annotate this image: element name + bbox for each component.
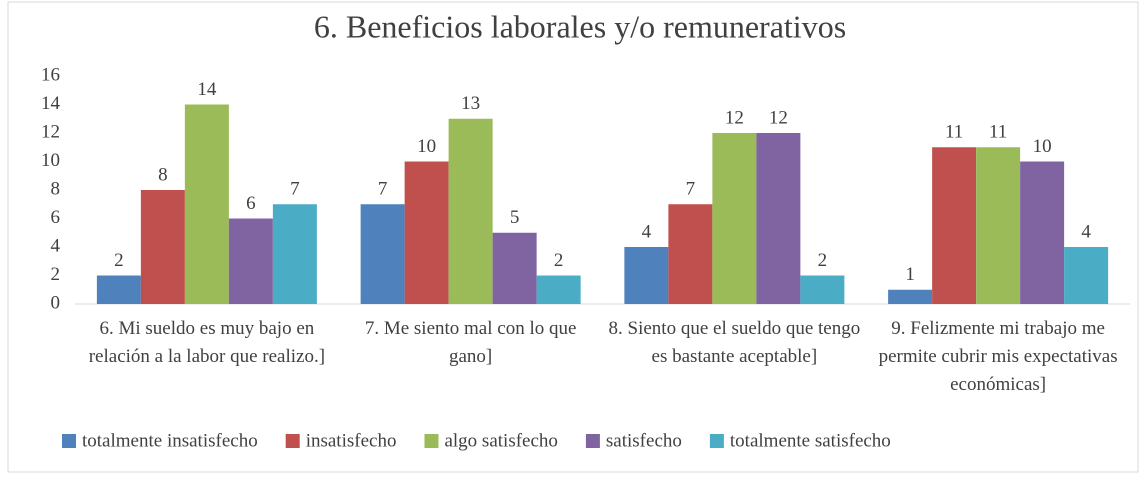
bar: [668, 204, 713, 304]
bar: [404, 161, 449, 304]
y-tick-label: 14: [41, 93, 61, 114]
bar: [624, 247, 669, 304]
bar: [932, 147, 977, 304]
data-label: 2: [114, 250, 124, 271]
chart-title: 6. Beneficios laborales y/o remunerativo…: [314, 8, 846, 44]
x-tick-label: 8. Siento que el sueldo que tengo es bast…: [609, 318, 861, 367]
bar: [888, 289, 933, 304]
data-label: 10: [1033, 136, 1052, 157]
bar: [1064, 247, 1109, 304]
y-tick-label: 10: [41, 150, 60, 171]
legend-swatch: [62, 434, 76, 448]
bar: [140, 190, 185, 304]
x-tick-label: 7. Me siento mal con lo que gano]: [365, 318, 577, 367]
y-tick-label: 0: [51, 292, 61, 313]
bar: [360, 204, 405, 304]
data-label: 5: [510, 207, 520, 228]
y-tick-label: 4: [51, 235, 61, 256]
y-tick-label: 6: [51, 207, 61, 228]
bar: [1020, 161, 1065, 304]
bar: [712, 133, 757, 304]
legend-swatch: [285, 434, 300, 448]
data-label: 7: [290, 179, 300, 200]
bar: [976, 147, 1021, 304]
data-label: 13: [461, 93, 480, 114]
data-label: 7: [378, 179, 388, 200]
legend-swatch: [585, 434, 600, 448]
data-label: 11: [989, 122, 1007, 143]
legend-label: totalmente satisfecho: [730, 430, 891, 451]
data-label: 14: [197, 79, 217, 100]
y-tick-label: 12: [41, 121, 60, 142]
x-tick-label: 9. Felizmente mi trabajo me permite cubri…: [879, 318, 1118, 395]
legend-label: algo satisfecho: [444, 430, 557, 451]
bar: [184, 104, 229, 304]
data-label: 7: [686, 179, 696, 200]
bar: [448, 118, 493, 304]
data-label: 2: [554, 250, 564, 271]
data-label: 6: [246, 193, 256, 214]
x-tick-label: 6. Mi sueldo es muy bajo en relación a la…: [89, 318, 325, 367]
legend-label: totalmente insatisfecho: [82, 430, 258, 451]
data-label: 1: [905, 264, 915, 285]
data-label: 4: [642, 221, 652, 242]
data-label: 12: [769, 107, 788, 128]
bar: [492, 232, 537, 304]
legend-label: insatisfecho: [306, 430, 397, 451]
legend-swatch: [424, 434, 439, 448]
bar: [756, 133, 801, 304]
y-tick-label: 16: [41, 64, 60, 85]
y-tick-label: 2: [51, 264, 61, 285]
data-label: 12: [725, 107, 744, 128]
bar: [536, 275, 581, 304]
data-label: 4: [1081, 221, 1091, 242]
legend-swatch: [709, 434, 724, 448]
data-label: 2: [818, 250, 828, 271]
data-label: 8: [158, 164, 168, 185]
data-label: 10: [417, 136, 436, 157]
bar: [800, 275, 845, 304]
bar: [96, 275, 141, 304]
data-label: 11: [945, 122, 963, 143]
legend-label: satisfecho: [606, 430, 682, 451]
y-tick-label: 8: [51, 178, 61, 199]
bar: [228, 218, 273, 304]
bar: [272, 204, 317, 304]
